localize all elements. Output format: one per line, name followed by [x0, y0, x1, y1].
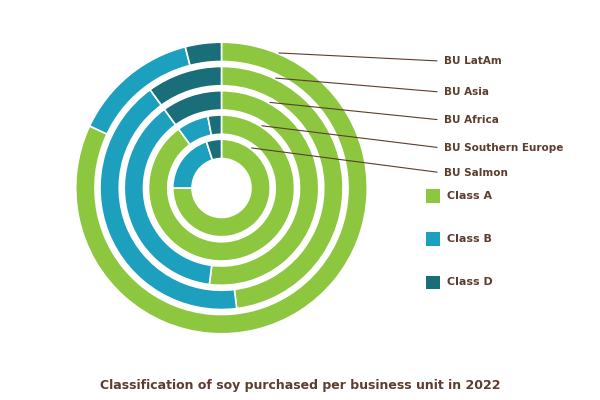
Wedge shape [173, 142, 212, 188]
Text: Classification of soy purchased per business unit in 2022: Classification of soy purchased per busi… [100, 379, 500, 392]
Wedge shape [173, 139, 270, 237]
Text: Class D: Class D [446, 278, 493, 288]
Text: BU Africa: BU Africa [445, 115, 499, 125]
Wedge shape [206, 139, 221, 160]
Wedge shape [76, 42, 367, 334]
Text: Class B: Class B [446, 234, 491, 244]
Wedge shape [179, 116, 211, 144]
Text: BU Asia: BU Asia [445, 87, 490, 97]
Wedge shape [124, 109, 212, 284]
Wedge shape [148, 115, 295, 261]
Bar [426, 276, 440, 289]
Wedge shape [208, 115, 221, 135]
Text: Class A: Class A [446, 191, 492, 201]
Wedge shape [209, 91, 319, 285]
Bar [426, 189, 440, 202]
Wedge shape [164, 91, 221, 125]
Text: BU LatAm: BU LatAm [445, 56, 502, 66]
Text: BU Southern Europe: BU Southern Europe [445, 143, 564, 153]
Wedge shape [89, 47, 190, 134]
Wedge shape [100, 90, 237, 310]
Text: BU Salmon: BU Salmon [445, 168, 508, 178]
Wedge shape [185, 42, 221, 66]
Wedge shape [221, 66, 343, 308]
Wedge shape [150, 66, 221, 105]
Bar [426, 232, 440, 246]
Circle shape [194, 161, 248, 215]
